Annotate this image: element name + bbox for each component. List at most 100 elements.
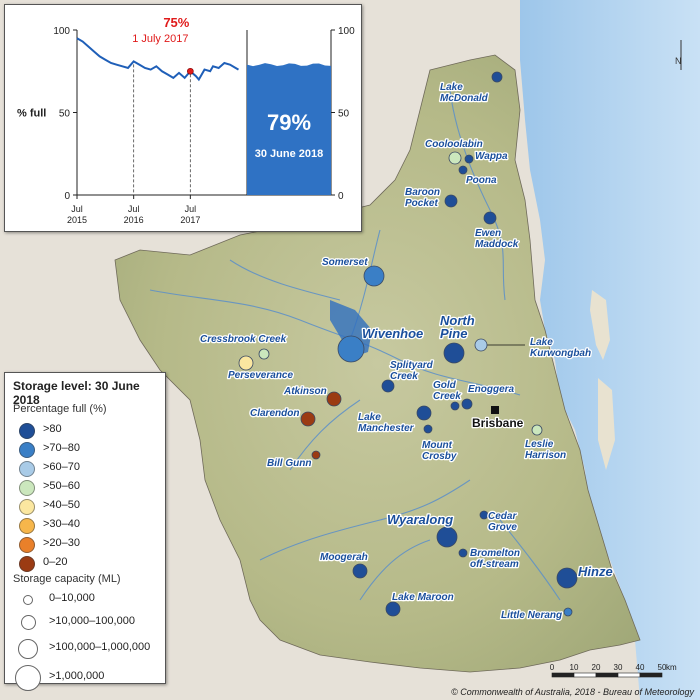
legend-capacity-label: >100,000–1,000,000 (49, 641, 151, 653)
legend-swatch (19, 442, 35, 458)
storage-marker-wivenhoe[interactable] (337, 335, 365, 363)
chart-highlight-point (187, 67, 194, 75)
legend-percent-row: >70–80 (13, 440, 163, 458)
chart-y-tick-label: 0 (64, 191, 70, 202)
legend-capacity-symbol (20, 615, 36, 630)
storage-label-bromelton-off-stream: Bromelton off-stream (470, 548, 520, 570)
storage-marker-lake-kurwongbah[interactable] (474, 338, 488, 352)
chart-current-water (247, 63, 331, 196)
storage-marker-ewen-maddock[interactable] (483, 211, 497, 225)
storage-label-poona: Poona (466, 175, 497, 186)
chart-highlight-date: 1 July 2017 (132, 33, 188, 45)
storage-marker-bromelton-off-stream[interactable] (458, 548, 468, 558)
scale-tick-label: 20 (592, 663, 601, 672)
stradbroke-island (598, 378, 615, 470)
legend-swatch (19, 423, 35, 439)
storage-marker-lake-manchester[interactable] (416, 405, 432, 421)
scale-bar: 0 10 20 30 40 50 km (550, 663, 677, 678)
storage-label-somerset: Somerset (322, 257, 368, 268)
storage-label-enoggera: Enoggera (468, 384, 515, 395)
storage-marker-mount-crosby[interactable] (423, 424, 433, 434)
catchment-region (114, 54, 641, 673)
moreton-island (590, 290, 610, 360)
storage-label-lake-mcdonald: Lake McDonald (440, 82, 489, 104)
storage-marker-perseverance[interactable] (238, 355, 254, 371)
legend-capacity-row: >100,000–1,000,000 (13, 639, 163, 659)
storage-label-lake-kurwongbah: Lake Kurwongbah (530, 337, 591, 359)
storage-marker-somerset[interactable] (363, 265, 385, 287)
storage-label-lake-maroon: Lake Maroon (392, 592, 454, 603)
legend-percent-row: >40–50 (13, 497, 163, 515)
legend-percent-label: >40–50 (43, 499, 81, 511)
legend-capacity-row: 0–10,000 (13, 592, 163, 605)
storage-label-mount-crosby: Mount Crosby (422, 440, 457, 462)
copyright: © Commonwealth of Australia, 2018 - Bure… (451, 687, 694, 697)
scale-unit: km (666, 663, 677, 672)
chart-current-value: 79% (267, 110, 311, 135)
legend-percent-label: >80 (43, 423, 62, 435)
legend-swatch (19, 461, 35, 477)
storage-marker-lake-mcdonald[interactable] (491, 71, 503, 83)
scale-tick-label: 40 (636, 663, 645, 672)
storage-marker-cressbrook-creek[interactable] (258, 348, 270, 360)
chart-series-line (76, 37, 240, 82)
storage-marker-atkinson[interactable] (326, 391, 342, 407)
storage-marker-cooloolabin[interactable] (448, 151, 462, 165)
storage-marker-cedar-grove[interactable] (479, 510, 489, 520)
storage-label-wivenhoe: Wivenhoe (362, 326, 423, 341)
legend-capacity-label: >1,000,000 (49, 670, 105, 682)
storage-marker-wyaralong[interactable] (436, 526, 458, 548)
storage-label-baroon-pocket: Baroon Pocket (405, 187, 440, 209)
storage-marker-bill-gunn[interactable] (311, 450, 321, 460)
chart-current-date: 30 June 2018 (255, 148, 324, 160)
legend-percent-label: >20–30 (43, 537, 81, 549)
legend-swatch (19, 537, 35, 553)
storage-marker-poona[interactable] (458, 165, 468, 175)
chart-y-tick-label: 50 (59, 109, 71, 120)
inset-chart: 100 50 0% full Jul 2015 Jul 2016 Jul 2017 100 50 0 … (4, 4, 362, 232)
storage-label-wyaralong: Wyaralong (387, 512, 453, 527)
storage-marker-splityard-creek[interactable] (381, 379, 395, 393)
chart-y-axis-label: % full (17, 108, 46, 120)
legend-percent-row: >20–30 (13, 535, 163, 553)
legend-percent-row: >80 (13, 421, 163, 439)
chart-x-tick-label: Jul (185, 204, 197, 214)
chart-x-tick-label: 2016 (124, 215, 144, 225)
storage-marker-gold-creek[interactable] (450, 401, 460, 411)
legend-capacity-symbol (18, 639, 38, 659)
scale-segment (551, 672, 575, 678)
legend: Storage level: 30 June 2018 Percentage f… (4, 372, 166, 691)
legend-capacity-symbol (15, 665, 41, 691)
storage-marker-enoggera[interactable] (461, 398, 473, 410)
legend-capacity-row: >1,000,000 (13, 665, 163, 691)
legend-percent-label: >70–80 (43, 442, 81, 454)
scale-segment (639, 672, 663, 678)
storage-marker-leslie-harrison[interactable] (531, 424, 543, 436)
north-label: N (675, 56, 682, 66)
storage-marker-baroon-pocket[interactable] (444, 194, 458, 208)
storage-marker-hinze[interactable] (556, 567, 578, 589)
storage-label-perseverance: Perseverance (228, 370, 293, 381)
legend-swatch (19, 556, 35, 572)
legend-percent-label: 0–20 (43, 556, 68, 568)
legend-swatch (19, 499, 35, 515)
legend-percent-row: >50–60 (13, 478, 163, 496)
scale-tick-label: 30 (614, 663, 623, 672)
storage-marker-little-nerang[interactable] (563, 607, 573, 617)
storage-marker-moogerah[interactable] (352, 563, 368, 579)
legend-percent-label: >50–60 (43, 480, 81, 492)
storage-marker-clarendon[interactable] (300, 411, 316, 427)
storage-label-hinze: Hinze (578, 564, 613, 579)
chart-right-tick-label: 0 (338, 191, 344, 202)
chart-right-tick-label: 50 (338, 109, 350, 120)
storage-marker-north-pine[interactable] (443, 342, 465, 364)
storage-marker-wappa[interactable] (464, 154, 474, 164)
legend-percent-row: >30–40 (13, 516, 163, 534)
scale-tick-label: 0 (550, 663, 555, 672)
legend-percent-heading: Percentage full (%) (13, 403, 107, 415)
storage-label-cooloolabin: Cooloolabin (425, 139, 483, 150)
legend-capacity-row: >10,000–100,000 (13, 615, 163, 630)
chart-x-tick-label: Jul (71, 204, 83, 214)
storage-marker-lake-maroon[interactable] (385, 601, 401, 617)
